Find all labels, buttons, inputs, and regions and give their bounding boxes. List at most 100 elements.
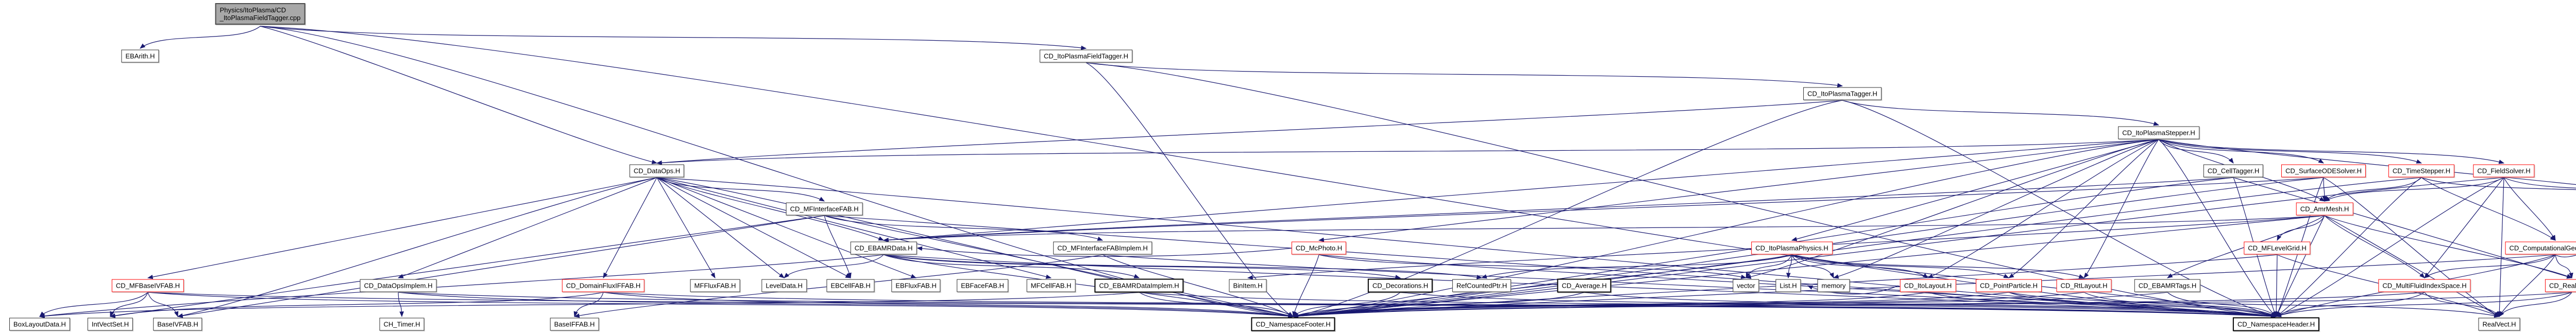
include-edge [39,254,884,319]
node-baseiffab-h: BaseIFFAB.H [550,318,599,331]
include-edge [2324,215,2425,278]
include-edge [2555,254,2576,258]
include-edge [1292,292,2168,319]
include-edge [883,139,2159,242]
include-edge [398,292,1294,319]
node-cd-itoplasmafieldtagger-h[interactable]: CD_ItoPlasmaFieldTagger.H [1039,49,1133,63]
include-edge [1927,292,2277,318]
include-edge [1292,177,2422,319]
include-edge [656,177,884,241]
include-edge [2158,139,2234,164]
include-edge [656,177,785,278]
node-cd-average-h[interactable]: CD_Average.H [1557,278,1612,293]
include-edge [1791,254,1928,278]
include-edge [2233,177,2573,279]
include-edge [1842,100,2160,126]
include-edge [603,292,1294,318]
node-cd-mfinterfacefabimplem-h[interactable]: CD_MFInterfaceFABImplem.H [1053,241,1152,255]
include-edge [147,177,657,279]
include-edge [1293,292,1401,317]
include-edge [398,292,2277,319]
node-cd-itoplasmastepper-h[interactable]: CD_ItoPlasmaStepper.H [2118,126,2199,139]
node-cd-mfbaseivfab-h[interactable]: CD_MFBaseIVFAB.H [111,279,184,292]
include-edge [1791,139,2159,241]
include-edge [2324,215,2500,317]
node-cd-decorations-h[interactable]: CD_Decorations.H [1367,278,1433,293]
node-cd-ebamrdataimplem-h[interactable]: CD_EBAMRDataImplem.H [1094,278,1184,293]
include-edge [1791,254,2009,278]
include-edge [140,26,261,49]
include-edge [883,254,1401,279]
include-edge [39,292,1140,319]
include-edge [1139,292,1294,317]
node-cd-surfaceodesolver-h[interactable]: CD_SurfaceODESolver.H [2281,164,2366,178]
node-cd-namespacefooter-h[interactable]: CD_NamespaceFooter.H [1251,317,1335,331]
node-cd-mfinterfacefab-h[interactable]: CD_MFInterfaceFAB.H [786,202,863,216]
node-cd-computationalgeometry-h[interactable]: CD_ComputationalGeometry.H [2505,241,2576,255]
include-edge [2421,177,2576,190]
node-cd-rtlayout-h[interactable]: CD_RtLayout.H [2056,279,2112,292]
include-edge [109,215,825,318]
node-cd-ebamrdata-h[interactable]: CD_EBAMRData.H [850,241,917,255]
include-edge [2276,177,2504,317]
node-cd-fieldsolver-h[interactable]: CD_FieldSolver.H [2473,164,2535,178]
include-edge [2276,215,2325,317]
node-vector: vector [1733,279,1759,292]
include-edge [1791,254,2085,279]
include-edge [1842,100,2277,318]
node-cd-amrmesh-h[interactable]: CD_AmrMesh.H [2296,202,2353,216]
node-cd-dataops-h[interactable]: CD_DataOps.H [629,164,685,178]
include-edge [177,177,657,318]
node-cd-dataopsimplem-h[interactable]: CD_DataOpsImplem.H [360,279,437,292]
include-edge [883,215,2325,242]
node-cd-itolayout-h[interactable]: CD_ItoLayout.H [1900,279,1956,292]
include-edge [1292,292,1928,318]
include-edge [2158,139,2277,317]
node-ebcellfab-h: EBCellFAB.H [826,279,875,292]
include-edge [883,254,1140,278]
include-edge [883,254,1294,318]
include-edge [883,177,2234,242]
node-cd-itoplasmaphysics-h[interactable]: CD_ItoPlasmaPhysics.H [1751,241,1833,255]
include-edge [2158,139,2505,164]
node-cd-itoplasmatagger-h[interactable]: CD_ItoPlasmaTagger.H [1803,87,1882,100]
include-edge [2499,292,2572,317]
node-ebfluxfab-h: EBFluxFAB.H [891,279,941,292]
include-edge [2167,292,2277,317]
node-cd-ebamrtags-h[interactable]: CD_EBAMRTags.H [2134,279,2201,292]
include-edge [1292,292,2009,318]
include-edge [1292,292,2084,319]
include-edge [2324,215,2573,278]
include-edge [2083,139,2159,278]
node-ch-timer-h: CH_Timer.H [379,318,425,331]
include-edge [2424,292,2500,317]
node-cd-celltagger-h[interactable]: CD_CellTagger.H [2203,164,2264,178]
include-edge [2324,177,2422,202]
include-edge [656,139,2159,165]
node-cd-namespaceheader-h[interactable]: CD_NamespaceHeader.H [2232,317,2320,331]
include-edge [1086,62,1294,317]
include-edge [1791,254,1834,278]
include-edge [2424,254,2556,278]
node-cd-pointparticle-h[interactable]: CD_PointParticle.H [1976,279,2042,292]
include-edge [2555,254,2573,279]
node-cd-multifluidindexspace-h[interactable]: CD_MultiFluidIndexSpace.H [2378,279,2471,292]
node-cd-timestepper-h[interactable]: CD_TimeStepper.H [2388,164,2455,178]
include-edge [147,292,1294,319]
include-edge [1786,254,1792,279]
include-edge [917,246,1293,257]
node-cd-mflevelgrid-h[interactable]: CD_MFLevelGrid.H [2244,241,2311,255]
include-edge [1086,62,2277,319]
node-cd-mcphoto-h[interactable]: CD_McPhoto.H [1291,241,1347,255]
include-edge [1292,292,1585,318]
include-edge [39,292,148,317]
include-edge [1833,139,2159,279]
include-edge [2276,292,2425,317]
include-edge [1292,254,1319,318]
include-edge [2083,292,2277,317]
node-leveldata-h: LevelData.H [761,279,807,292]
include-edge [1927,139,2159,278]
node-cd-domainfluxiffab-h[interactable]: CD_DomainFluxIFFAB.H [562,279,645,292]
